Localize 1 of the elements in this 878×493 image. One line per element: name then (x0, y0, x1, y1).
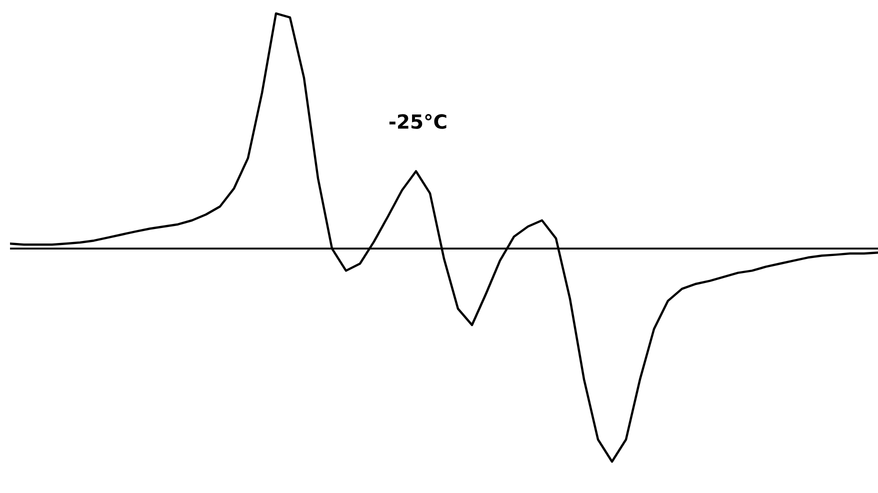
annotation: -25°C (389, 114, 446, 129)
